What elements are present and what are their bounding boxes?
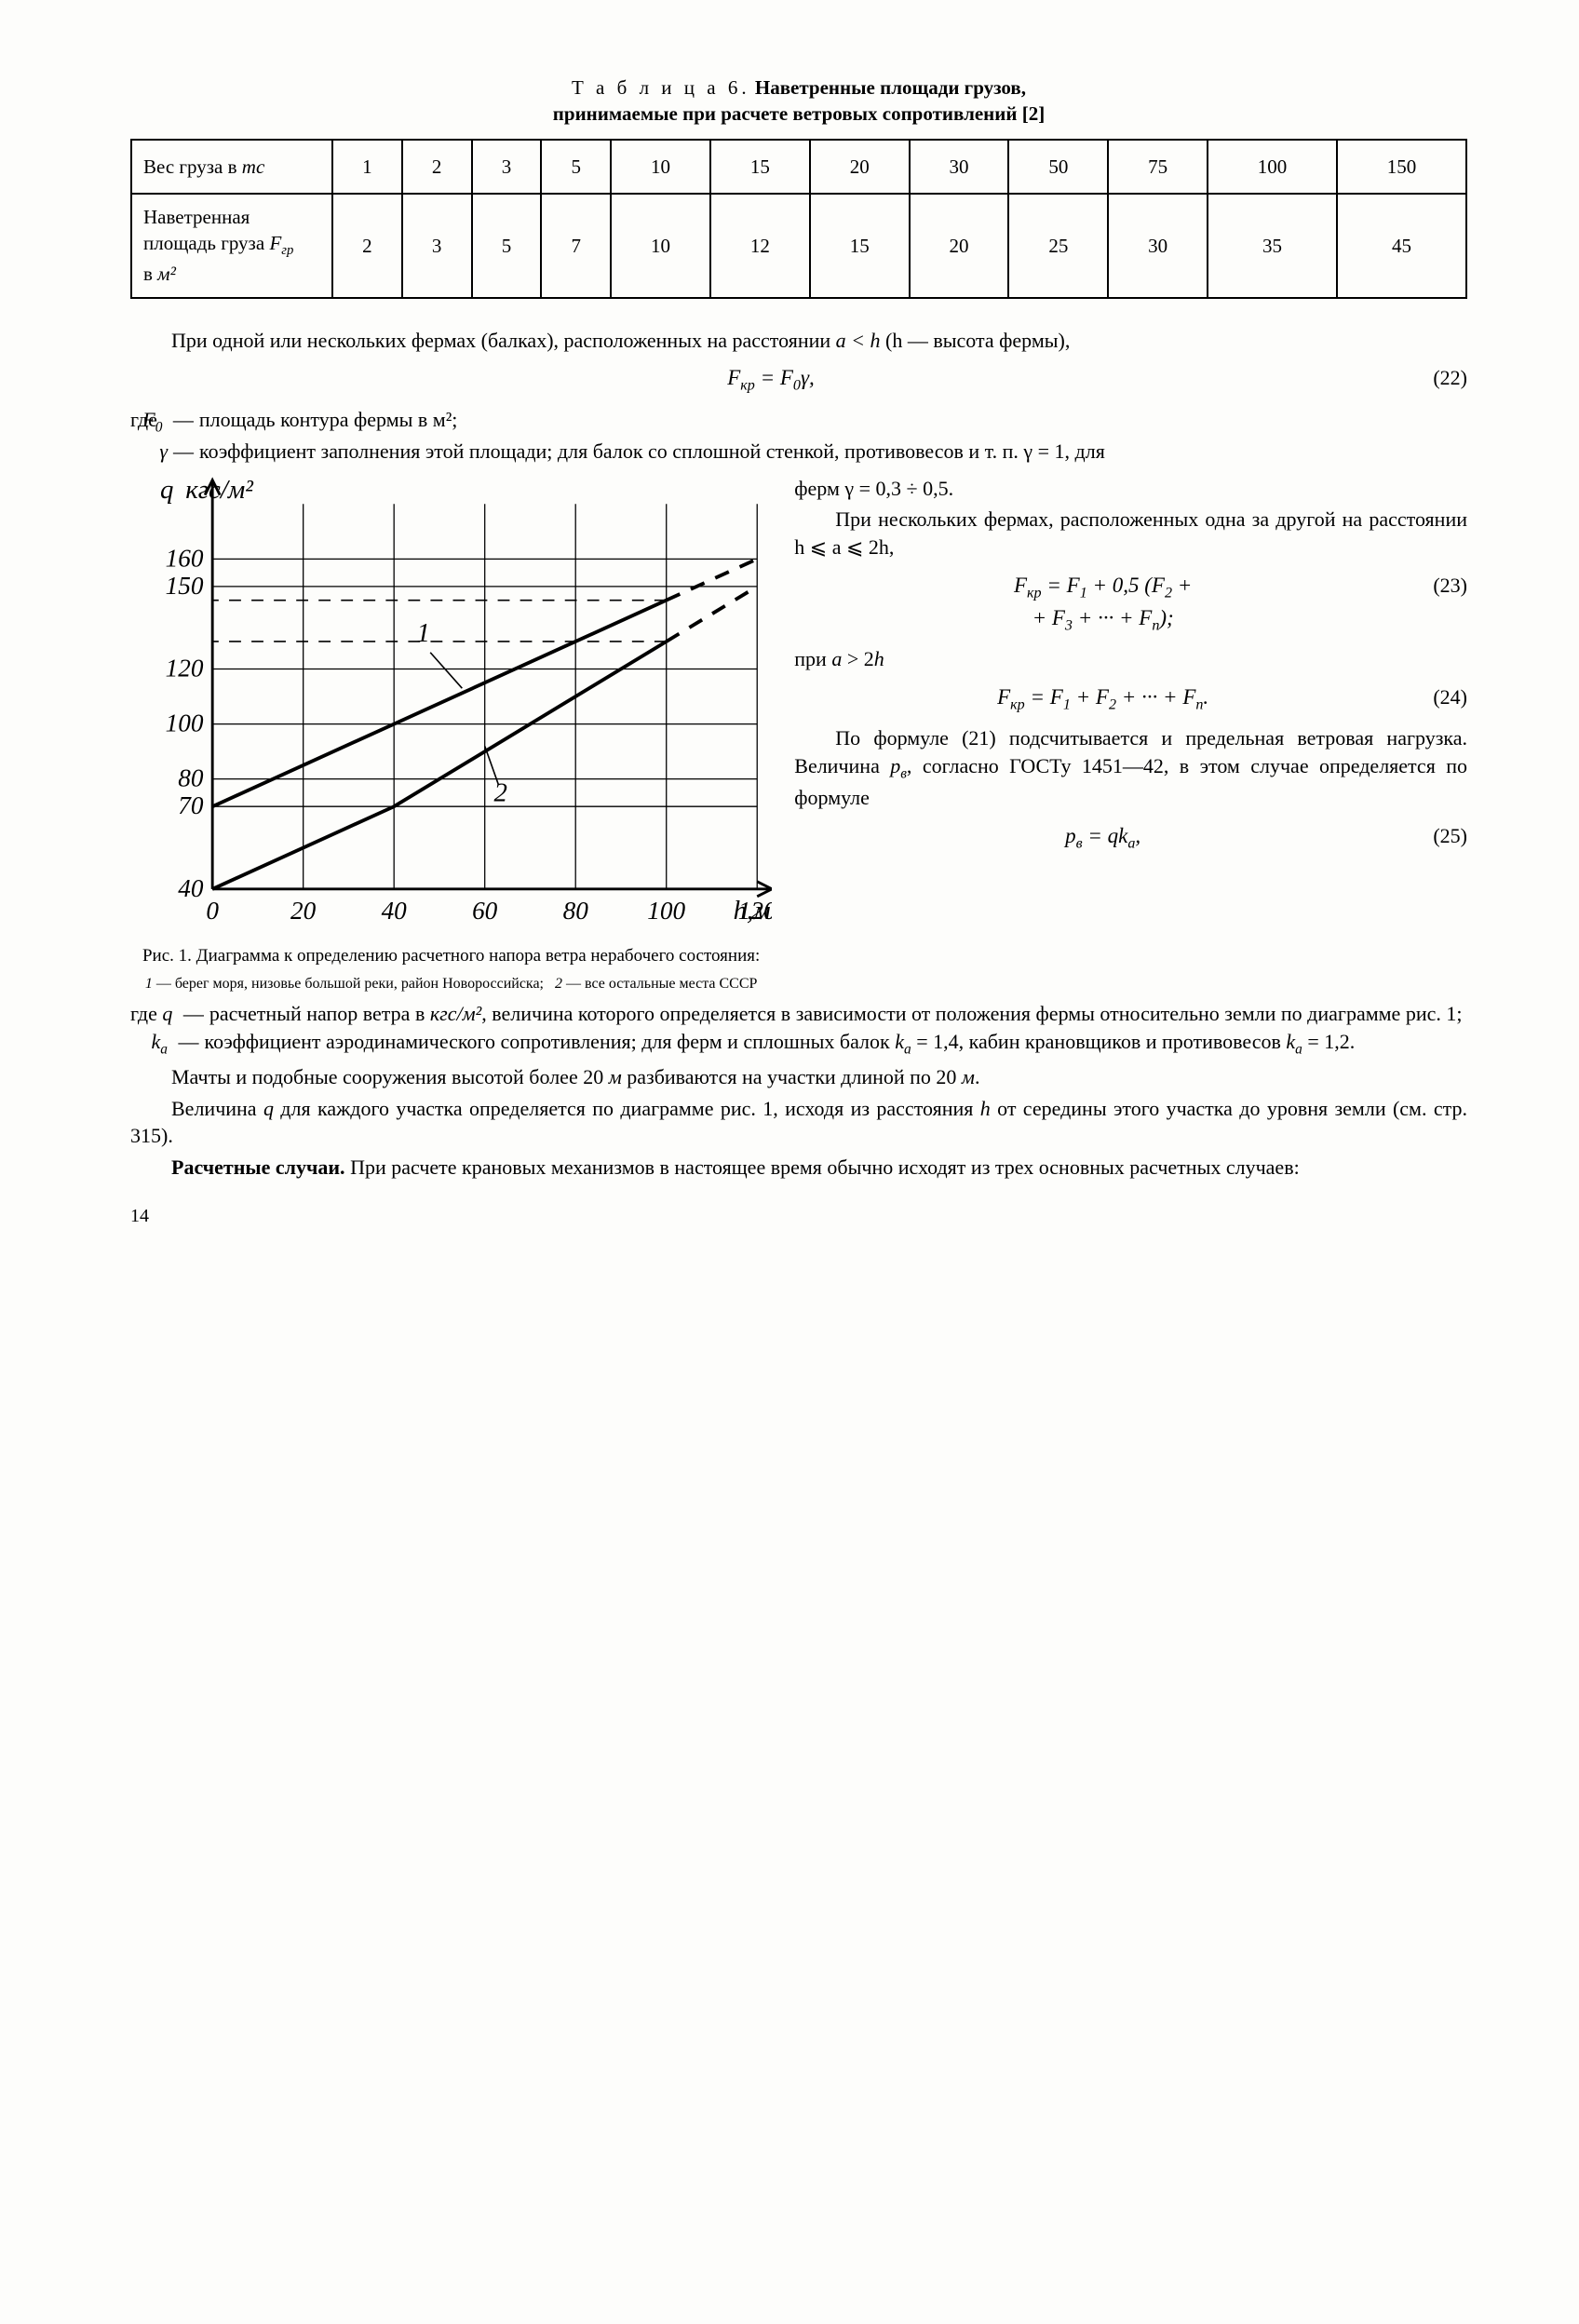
eq22-formula: Fкр = F0γ, xyxy=(130,363,1411,396)
svg-text:60: 60 xyxy=(472,897,498,925)
svg-text:2: 2 xyxy=(493,777,506,807)
svg-text:0: 0 xyxy=(206,897,219,925)
wind-pressure-chart: 020406080100120407080100120150160qкгс/м²… xyxy=(130,471,772,934)
svg-text:1: 1 xyxy=(417,618,430,648)
svg-text:q: q xyxy=(160,474,173,504)
para-q: Величина q для каждого участка определяе… xyxy=(130,1095,1467,1150)
svg-text:160: 160 xyxy=(166,544,204,572)
wind-area-table: Вес груза в тс 1 2 3 5 10 15 20 30 50 75… xyxy=(130,139,1467,299)
right-p2: При нескольких фермах, расположенных одн… xyxy=(794,506,1467,561)
svg-text:80: 80 xyxy=(178,763,204,791)
right-p3: при a > 2h xyxy=(794,645,1467,673)
svg-text:20: 20 xyxy=(290,897,317,925)
row2-head: Наветренная площадь груза Fгр в м² xyxy=(131,194,332,298)
svg-text:120: 120 xyxy=(166,654,204,682)
right-p4: По формуле (21) подсчитывается и предель… xyxy=(794,724,1467,812)
para-cases: Расчетные случаи. При расчете крановых м… xyxy=(130,1154,1467,1182)
svg-text:100: 100 xyxy=(166,709,204,736)
table-title-bold: Наветренные площади грузов, xyxy=(755,76,1026,99)
table-row: Наветренная площадь груза Fгр в м² 2 3 5… xyxy=(131,194,1466,298)
svg-text:40: 40 xyxy=(382,897,408,925)
svg-text:кгс/м²: кгс/м² xyxy=(185,474,254,504)
figure-legend: 1 — берег моря, низовье большой реки, ра… xyxy=(130,975,772,993)
svg-text:h,м: h,м xyxy=(734,896,771,926)
svg-text:40: 40 xyxy=(178,873,204,901)
table-title-line2: принимаемые при расчете ветровых сопроти… xyxy=(553,102,1045,125)
equation-25: pв = qka, (25) xyxy=(794,821,1467,854)
where-block-2: где q —расчетный напор ветра в кгс/м², в… xyxy=(130,1000,1467,1060)
svg-text:150: 150 xyxy=(166,572,204,600)
svg-text:100: 100 xyxy=(647,897,685,925)
page-number: 14 xyxy=(130,1204,1467,1229)
para-mast: Мачты и подобные сооружения высотой боле… xyxy=(130,1063,1467,1091)
row1-head: Вес груза в тс xyxy=(131,140,332,194)
para-1: При одной или нескольких фермах (балках)… xyxy=(130,327,1467,355)
equation-24: Fкр = F1 + F2 + ··· + Fn. (24) xyxy=(794,682,1467,715)
where-block-1: где F0 —площадь контура фермы в м²; γ—ко… xyxy=(130,406,1467,466)
table-title: Т а б л и ц а 6. Наветренные площади гру… xyxy=(130,74,1467,128)
table-title-lead: Т а б л и ц а 6. xyxy=(572,76,750,99)
figure-caption: Рис. 1. Диаграмма к определению расчетно… xyxy=(130,946,772,967)
svg-text:70: 70 xyxy=(178,791,204,819)
svg-text:80: 80 xyxy=(563,897,589,925)
table-row: Вес груза в тс 1 2 3 5 10 15 20 30 50 75… xyxy=(131,140,1466,194)
equation-22: Fкр = F0γ, (22) xyxy=(130,363,1467,396)
right-p1: ферм γ = 0,3 ÷ 0,5. xyxy=(794,475,1467,503)
equation-23: Fкр = F1 + 0,5 (F2 + + F3 + ··· + Fn); (… xyxy=(794,571,1467,637)
